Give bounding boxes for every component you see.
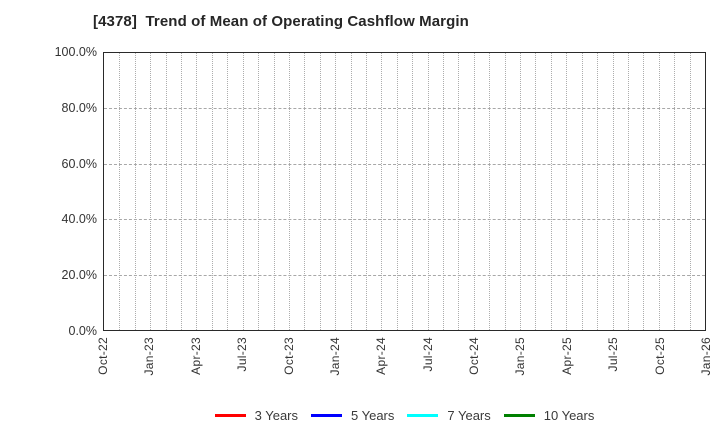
vertical-gridline xyxy=(304,53,306,330)
horizontal-gridline xyxy=(104,163,705,165)
x-tick-label: Jan-24 xyxy=(327,337,342,376)
x-tick-label: Oct-22 xyxy=(96,337,110,375)
vertical-gridline xyxy=(150,53,152,330)
legend-label: 3 Years xyxy=(254,407,298,423)
vertical-gridline xyxy=(627,53,629,330)
x-tick-label: Oct-24 xyxy=(467,337,482,375)
vertical-gridline xyxy=(165,53,167,330)
vertical-gridline xyxy=(134,53,136,330)
vertical-gridline xyxy=(242,53,244,330)
vertical-gridline xyxy=(473,53,475,330)
vertical-gridline xyxy=(597,53,599,330)
x-tick-label: Oct-25 xyxy=(652,337,667,375)
legend-line-swatch xyxy=(214,413,246,417)
vertical-gridline xyxy=(181,53,183,330)
vertical-gridline xyxy=(458,53,460,330)
x-tick-label: Apr-25 xyxy=(559,337,574,375)
horizontal-gridline xyxy=(104,219,705,221)
y-tick-label: 60.0% xyxy=(61,156,97,171)
x-tick-label: Apr-24 xyxy=(374,337,389,375)
legend-line-swatch xyxy=(407,413,439,417)
vertical-gridline xyxy=(689,53,691,330)
vertical-gridline xyxy=(443,53,445,330)
vertical-gridline xyxy=(566,53,568,330)
y-tick-label: 20.0% xyxy=(61,267,97,282)
x-tick-label: Jan-25 xyxy=(513,337,528,376)
vertical-gridline xyxy=(535,53,537,330)
vertical-gridline xyxy=(643,53,645,330)
x-tick-label: Apr-23 xyxy=(188,337,203,375)
legend-label: 5 Years xyxy=(351,407,395,423)
vertical-gridline xyxy=(581,53,583,330)
legend-item-7-years: 7 Years xyxy=(407,407,491,423)
vertical-gridline xyxy=(273,53,275,330)
x-tick-label: Jul-25 xyxy=(606,337,621,372)
plot-area xyxy=(103,52,706,331)
vertical-gridline xyxy=(211,53,213,330)
vertical-gridline xyxy=(365,53,367,330)
vertical-gridline xyxy=(319,53,321,330)
vertical-gridline xyxy=(396,53,398,330)
vertical-gridline xyxy=(227,53,229,330)
vertical-gridline xyxy=(427,53,429,330)
y-tick-label: 40.0% xyxy=(61,212,97,227)
vertical-gridline xyxy=(489,53,491,330)
legend: 3 Years 5 Years 7 Years 10 Years xyxy=(103,404,706,426)
y-tick-label: 80.0% xyxy=(61,100,97,115)
x-tick-label: Jul-23 xyxy=(235,337,250,372)
legend-label: 7 Years xyxy=(447,407,491,423)
vertical-gridline xyxy=(658,53,660,330)
vertical-gridline xyxy=(504,53,506,330)
y-tick-label: 100.0% xyxy=(54,44,97,59)
vertical-gridline xyxy=(412,53,414,330)
x-tick-label: Jan-23 xyxy=(142,337,157,376)
vertical-gridline xyxy=(258,53,260,330)
legend-label: 10 Years xyxy=(543,407,595,423)
legend-item-3-years: 3 Years xyxy=(214,407,298,423)
horizontal-gridline xyxy=(104,274,705,276)
vertical-gridline xyxy=(119,53,121,330)
horizontal-gridline xyxy=(104,108,705,110)
vertical-gridline xyxy=(381,53,383,330)
legend-item-5-years: 5 Years xyxy=(311,408,394,423)
vertical-gridline xyxy=(550,53,552,330)
legend-line-swatch xyxy=(503,413,535,417)
vertical-gridline xyxy=(612,53,614,330)
chart-title: [4378] Trend of Mean of Operating Cashfl… xyxy=(93,13,469,30)
vertical-gridline xyxy=(288,53,290,330)
y-tick-label: 0.0% xyxy=(68,323,98,338)
vertical-gridline xyxy=(350,53,352,330)
vertical-gridline xyxy=(335,53,337,330)
legend-line-swatch xyxy=(311,413,342,417)
vertical-gridline xyxy=(674,53,676,330)
vertical-gridline xyxy=(196,53,198,330)
x-tick-label: Jan-26 xyxy=(699,337,713,376)
x-tick-label: Jul-24 xyxy=(420,337,435,372)
legend-item-10-years: 10 Years xyxy=(503,407,595,423)
vertical-gridline xyxy=(520,53,522,330)
x-tick-label: Oct-23 xyxy=(281,337,296,375)
